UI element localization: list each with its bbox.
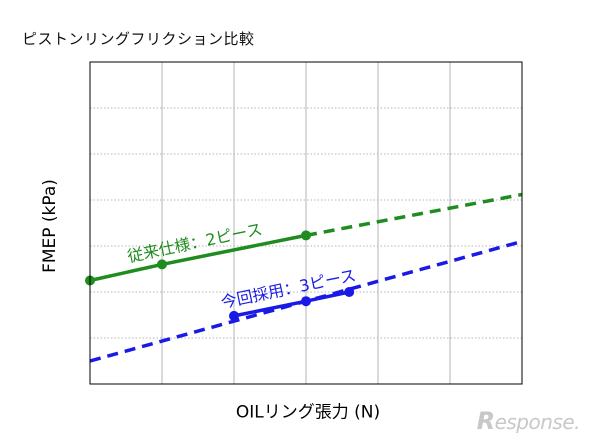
series-0-dashed-line [305,192,523,238]
series-1-point [229,310,239,321]
x-axis-label: OILリング張力 (N) [235,402,381,423]
series-1-point [301,296,311,307]
chart-title: ピストンリングフリクション比較 [22,30,255,48]
y-axis-label: FMEP (kPa) [40,179,60,273]
plot-frame [89,61,523,385]
series-1-point [344,287,355,297]
chart-grid [90,62,522,384]
series-0-point [301,230,311,241]
series-0-point [157,259,167,270]
response-watermark: Response. [476,407,581,435]
chart-plot [85,192,523,363]
